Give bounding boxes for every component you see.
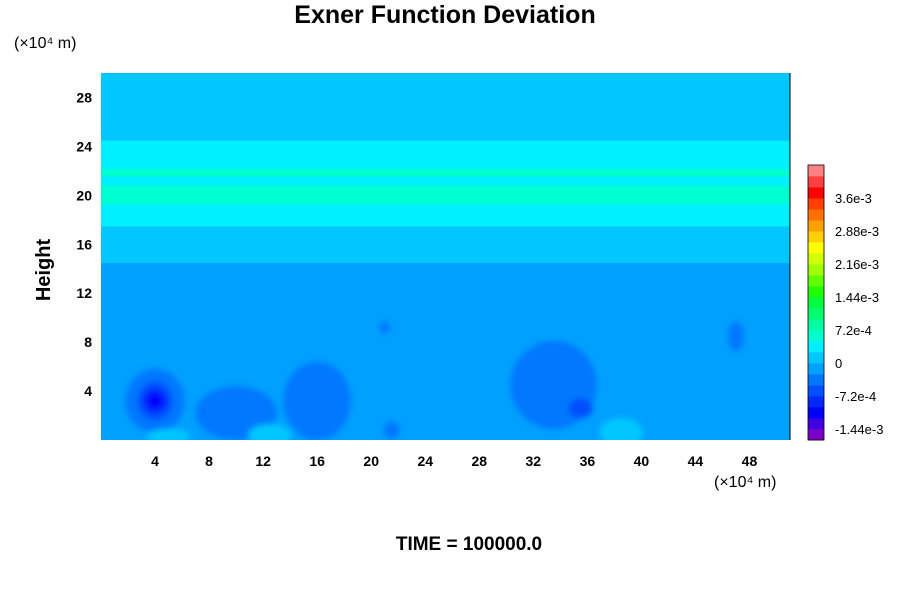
colorbar-tick-5: 0: [835, 356, 842, 371]
contour-anomaly-3: [148, 393, 162, 409]
x-tick-4: 4: [151, 453, 159, 469]
colorbar-swatch-20: [808, 209, 824, 221]
contour-band-7: [101, 140, 790, 169]
y-tick-28: 28: [76, 89, 92, 105]
y-tick-20: 20: [76, 187, 92, 203]
contour-anomaly-13: [599, 417, 643, 440]
contour-anomalies: [125, 321, 745, 440]
contour-band-6: [101, 168, 790, 177]
contour-band-8: [101, 115, 790, 141]
contour-anomaly-16: [383, 421, 400, 439]
colorbar-swatch-9: [808, 330, 824, 342]
colorbar-swatch-1: [808, 418, 824, 430]
colorbar-tick-labels: 3.6e-3 2.88e-3 2.16e-3 1.44e-3 7.2e-4 0 -7.2e-…: [835, 191, 883, 437]
contour-anomaly-5: [214, 400, 258, 431]
y-tick-4: 4: [84, 383, 92, 399]
y-tick-labels: 4 8 12 16 20 24 28: [76, 89, 92, 399]
colorbar-swatch-13: [808, 286, 824, 298]
colorbar-swatch-24: [808, 165, 824, 177]
colorbar-frame: [807, 164, 825, 441]
y-tick-8: 8: [84, 334, 92, 350]
x-tick-12: 12: [255, 453, 271, 469]
y-unit-label: (×10⁴ m): [14, 35, 76, 52]
colorbar-swatch-11: [808, 308, 824, 320]
colorbar-tick-2: 2.16e-3: [835, 257, 879, 272]
x-unit-label: (×10⁴ m): [714, 474, 776, 491]
x-tick-16: 16: [309, 453, 325, 469]
colorbar-tick-0: 3.6e-3: [835, 191, 872, 206]
contour-band-2: [101, 225, 790, 264]
contour-anomaly-14: [379, 321, 391, 334]
x-tick-44: 44: [688, 453, 704, 469]
colorbar-swatch-0: [808, 429, 824, 441]
y-axis-label: Height: [33, 239, 55, 302]
time-label: TIME = 100000.0: [396, 534, 542, 555]
colorbar-swatch-6: [808, 363, 824, 375]
contour-band-9: [101, 73, 790, 117]
colorbar-swatch-7: [808, 352, 824, 364]
contour-anomaly-10: [568, 398, 593, 418]
colorbar-tick-7: -1.44e-3: [835, 422, 883, 437]
colorbar: [807, 164, 825, 441]
chart-title: Exner Function Deviation: [294, 1, 595, 29]
colorbar-swatch-23: [808, 176, 824, 188]
contour-band-4: [101, 185, 790, 205]
colorbar-swatch-3: [808, 396, 824, 408]
y-tick-16: 16: [76, 236, 92, 252]
colorbar-tick-3: 1.44e-3: [835, 290, 879, 305]
colorbar-swatch-16: [808, 253, 824, 265]
contour-anomaly-12: [146, 428, 191, 440]
colorbar-swatch-8: [808, 341, 824, 353]
x-tick-40: 40: [634, 453, 650, 469]
colorbar-swatch-22: [808, 187, 824, 199]
colorbar-tick-4: 7.2e-4: [835, 323, 872, 338]
x-tick-8: 8: [205, 453, 213, 469]
heatmap-field: [101, 73, 790, 440]
contour-anomaly-15: [727, 321, 745, 351]
x-tick-32: 32: [526, 453, 542, 469]
x-tick-24: 24: [417, 453, 433, 469]
colorbar-swatch-5: [808, 374, 824, 386]
colorbar-swatch-19: [808, 220, 824, 232]
colorbar-swatch-17: [808, 242, 824, 254]
colorbar-swatch-10: [808, 319, 824, 331]
contour-anomaly-9: [525, 362, 577, 417]
x-tick-48: 48: [742, 453, 758, 469]
colorbar-swatch-4: [808, 385, 824, 397]
colorbar-swatch-21: [808, 198, 824, 210]
x-tick-labels: 4 8 12 16 20 24 28 32 36 40 44 48: [151, 453, 757, 469]
colorbar-swatch-2: [808, 407, 824, 419]
contour-band-3: [101, 203, 790, 227]
contour-anomaly-11: [248, 424, 292, 440]
contour-band-1: [101, 262, 790, 313]
colorbar-tick-1: 2.88e-3: [835, 224, 879, 239]
contour-bands: [101, 73, 790, 440]
colorbar-swatch-14: [808, 275, 824, 287]
colorbar-swatch-18: [808, 231, 824, 243]
x-tick-28: 28: [471, 453, 487, 469]
colorbar-tick-6: -7.2e-4: [835, 389, 876, 404]
contour-anomaly-7: [300, 397, 328, 422]
contour-band-5: [101, 175, 790, 187]
colorbar-swatch-15: [808, 264, 824, 276]
x-tick-36: 36: [580, 453, 596, 469]
y-tick-12: 12: [76, 285, 92, 301]
colorbar-swatch-12: [808, 297, 824, 309]
x-tick-20: 20: [363, 453, 379, 469]
y-tick-24: 24: [76, 138, 92, 154]
